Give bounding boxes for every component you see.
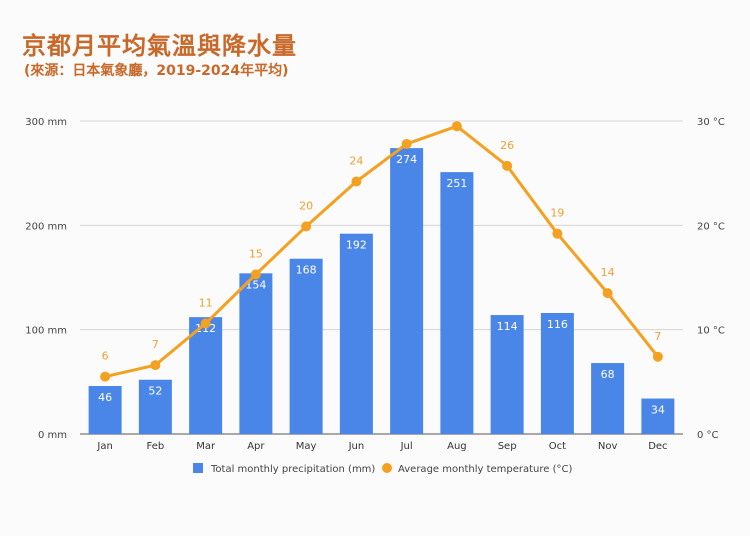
page-subtitle: (來源：日本氣象廳，2019-2024年平均) <box>24 63 289 79</box>
x-tick-label: Mar <box>196 441 216 452</box>
temperature-point <box>602 288 613 299</box>
precip-bar <box>591 363 625 434</box>
temperature-point <box>401 138 412 149</box>
x-tick-label: Jun <box>348 441 365 452</box>
y-right-tick-label: 10 °C <box>697 326 725 337</box>
temperature-point <box>552 228 563 239</box>
precip-bar-label: 34 <box>651 404 665 417</box>
temperature-point <box>250 269 261 280</box>
precip-bar-label: 116 <box>547 318 568 331</box>
x-tick-label: Sep <box>498 441 517 452</box>
page-title: 京都月平均氣溫與降水量 <box>22 32 297 60</box>
precip-bar-label: 274 <box>396 153 417 166</box>
temperature-label: 14 <box>601 266 615 279</box>
precip-bar-label: 114 <box>497 320 518 333</box>
precip-bar-label: 168 <box>296 264 317 277</box>
legend-precip-label: Total monthly precipitation (mm) <box>210 464 375 475</box>
temperature-point <box>150 360 161 371</box>
y-left-tick-label: 100 mm <box>25 326 67 337</box>
precip-bar-label: 68 <box>601 368 615 381</box>
temperature-point <box>100 371 111 382</box>
precip-bar <box>88 386 122 434</box>
x-tick-label: Nov <box>598 441 618 452</box>
precip-bar-label: 46 <box>98 391 112 404</box>
temperature-line <box>104 124 660 379</box>
x-tick-label: Oct <box>549 441 566 452</box>
precip-bar <box>289 258 323 434</box>
temperature-label: 7 <box>152 338 159 351</box>
precip-bar-label: 251 <box>446 177 467 190</box>
x-tick-label: Aug <box>447 441 467 452</box>
x-tick-label: Feb <box>147 441 165 452</box>
precip-bar <box>239 273 273 434</box>
legend-temp-swatch <box>382 463 392 473</box>
temperature-label: 26 <box>500 139 514 152</box>
legend-temp-label: Average monthly temperature (°C) <box>398 464 572 475</box>
temperature-point <box>652 351 663 362</box>
y-left-tick-label: 0 mm <box>38 430 67 441</box>
temperature-point <box>451 121 462 132</box>
y-left-tick-label: 300 mm <box>25 117 67 128</box>
temperature-label: 11 <box>199 296 213 309</box>
y-left-tick-label: 200 mm <box>25 221 67 232</box>
precip-bar <box>540 312 574 434</box>
temperature-label: 19 <box>550 207 564 220</box>
precip-bar <box>440 172 474 434</box>
precip-bar <box>138 379 172 434</box>
x-tick-label: Jul <box>400 441 413 452</box>
temperature-label: 15 <box>249 247 263 260</box>
x-tick-label: Dec <box>648 441 667 452</box>
y-right-tick-label: 0 °C <box>697 430 719 441</box>
precip-bar <box>390 148 424 435</box>
temperature-label: 6 <box>102 350 109 363</box>
precip-bar <box>490 315 524 434</box>
y-right-tick-label: 20 °C <box>697 221 725 232</box>
temperature-point <box>200 318 211 329</box>
y-right-tick-label: 30 °C <box>697 117 725 128</box>
precip-bar <box>189 317 223 434</box>
temperature-label: 20 <box>299 199 313 212</box>
temperature-point <box>301 221 312 232</box>
precip-bar-label: 112 <box>195 322 216 335</box>
precip-bar <box>641 398 675 434</box>
temperature-label: 7 <box>654 330 661 343</box>
legend-precip-swatch <box>193 463 203 473</box>
precip-bar-label: 52 <box>148 385 162 398</box>
temperature-label: 24 <box>349 155 363 168</box>
x-tick-label: Jan <box>96 441 112 452</box>
temperature-point <box>502 160 513 171</box>
x-tick-label: Apr <box>247 441 265 452</box>
precip-bar <box>339 233 373 434</box>
precip-bar-label: 192 <box>346 239 367 252</box>
temperature-point <box>351 176 362 187</box>
x-tick-label: May <box>296 441 317 452</box>
